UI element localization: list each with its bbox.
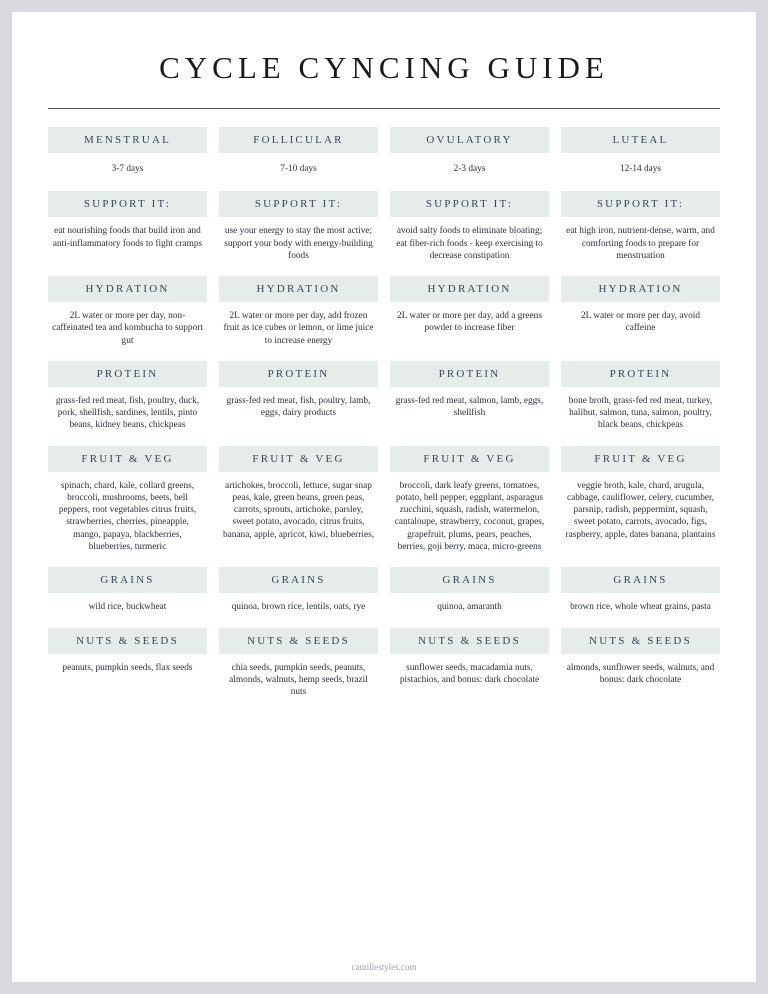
footer-credit: camillestyles.com [12, 962, 756, 972]
phase-header: MENSTRUAL [48, 127, 207, 153]
cell-hydration: 2L water or more per day, avoid caffeine [561, 302, 720, 361]
row-header-protein: PROTEIN [219, 361, 378, 387]
cell-fruit-veg: spinach, chard, kale, collard greens, br… [48, 472, 207, 568]
row-header-hydration: HYDRATION [390, 276, 549, 302]
cell-fruit-veg: veggie broth, kale, chard, arugula, cabb… [561, 472, 720, 568]
cell-grains: wild rice, buckwheat [48, 593, 207, 627]
cell-hydration: 2L water or more per day, add frozen fru… [219, 302, 378, 361]
phase-header: OVULATORY [390, 127, 549, 153]
row-header-fruit-veg: FRUIT & VEG [48, 446, 207, 472]
cell-hydration: 2L water or more per day, non-caffeinate… [48, 302, 207, 361]
cell-nuts-seeds: almonds, sunflower seeds, walnuts, and b… [561, 654, 720, 713]
cell-protein: bone broth, grass-fed red meat, turkey, … [561, 387, 720, 446]
cell-fruit-veg: artichokes, broccoli, lettuce, sugar sna… [219, 472, 378, 568]
row-header-support: SUPPORT IT: [48, 191, 207, 217]
cell-protein: grass-fed red meat, salmon, lamb, eggs, … [390, 387, 549, 446]
row-header-nuts-seeds: NUTS & SEEDS [48, 628, 207, 654]
cell-nuts-seeds: chia seeds, pumpkin seeds, peanuts, almo… [219, 654, 378, 713]
row-header-hydration: HYDRATION [48, 276, 207, 302]
row-header-fruit-veg: FRUIT & VEG [561, 446, 720, 472]
row-header-grains: GRAINS [561, 567, 720, 593]
cell-support: use your energy to stay the most active;… [219, 217, 378, 276]
cell-hydration: 2L water or more per day, add a greens p… [390, 302, 549, 361]
phase-header: FOLLICULAR [219, 127, 378, 153]
phase-days: 7-10 days [219, 153, 378, 191]
phase-days: 12-14 days [561, 153, 720, 191]
row-header-hydration: HYDRATION [561, 276, 720, 302]
cell-fruit-veg: broccoli, dark leafy greens, tomatoes, p… [390, 472, 549, 568]
row-header-protein: PROTEIN [48, 361, 207, 387]
phase-days: 3-7 days [48, 153, 207, 191]
row-header-protein: PROTEIN [561, 361, 720, 387]
page-title: CYCLE CYNCING GUIDE [48, 50, 720, 86]
row-header-support: SUPPORT IT: [219, 191, 378, 217]
cell-support: eat high iron, nutrient-dense, warm, and… [561, 217, 720, 276]
cell-grains: quinoa, amaranth [390, 593, 549, 627]
row-header-fruit-veg: FRUIT & VEG [219, 446, 378, 472]
cell-nuts-seeds: sunflower seeds, macadamia nuts, pistach… [390, 654, 549, 713]
cell-grains: brown rice, whole wheat grains, pasta [561, 593, 720, 627]
cell-protein: grass-fed red meat, fish, poultry, duck,… [48, 387, 207, 446]
row-header-fruit-veg: FRUIT & VEG [390, 446, 549, 472]
cell-support: eat nourishing foods that build iron and… [48, 217, 207, 276]
guide-grid: MENSTRUAL FOLLICULAR OVULATORY LUTEAL 3-… [48, 127, 720, 712]
row-header-hydration: HYDRATION [219, 276, 378, 302]
row-header-nuts-seeds: NUTS & SEEDS [561, 628, 720, 654]
row-header-support: SUPPORT IT: [561, 191, 720, 217]
row-header-nuts-seeds: NUTS & SEEDS [390, 628, 549, 654]
row-header-support: SUPPORT IT: [390, 191, 549, 217]
row-header-protein: PROTEIN [390, 361, 549, 387]
divider [48, 108, 720, 109]
page: CYCLE CYNCING GUIDE MENSTRUAL FOLLICULAR… [12, 12, 756, 982]
cell-nuts-seeds: peanuts, pumpkin seeds, flax seeds [48, 654, 207, 713]
row-header-grains: GRAINS [219, 567, 378, 593]
cell-support: avoid salty foods to eliminate bloating;… [390, 217, 549, 276]
row-header-nuts-seeds: NUTS & SEEDS [219, 628, 378, 654]
phase-header: LUTEAL [561, 127, 720, 153]
cell-protein: grass-fed red meat, fish, poultry, lamb,… [219, 387, 378, 446]
row-header-grains: GRAINS [390, 567, 549, 593]
phase-days: 2-3 days [390, 153, 549, 191]
cell-grains: quinoa, brown rice, lentils, oats, rye [219, 593, 378, 627]
row-header-grains: GRAINS [48, 567, 207, 593]
